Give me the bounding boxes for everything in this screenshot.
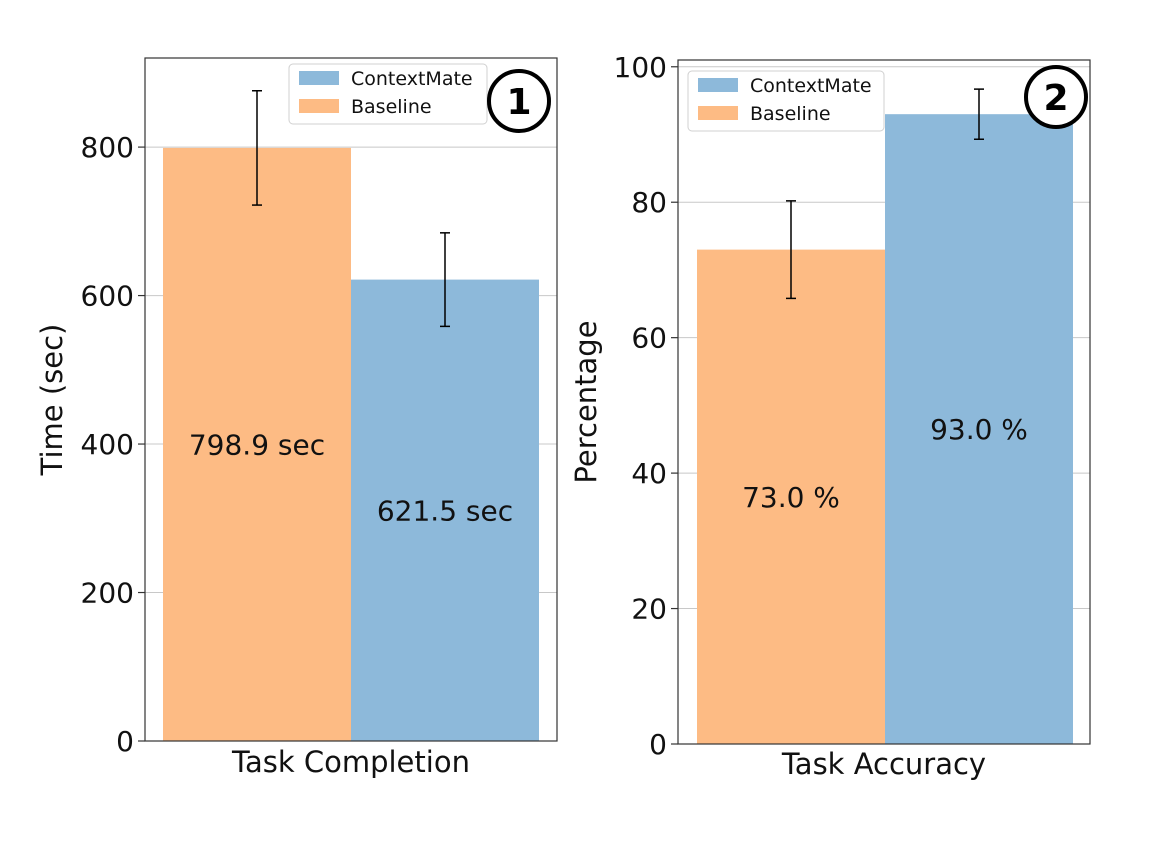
data-label: 93.0 % xyxy=(930,413,1028,446)
x-axis-label: Task Completion xyxy=(231,745,470,779)
panel-badge: 1 xyxy=(487,69,551,133)
data-label: 798.9 sec xyxy=(189,428,325,461)
y-tick-label: 100 xyxy=(614,51,667,84)
y-tick-label: 60 xyxy=(631,322,667,355)
y-tick-label: 800 xyxy=(81,131,134,164)
chart-panel-2: 73.0 % 93.0 % 0 20 40 60 80 100 Task Accuracy Per… xyxy=(569,51,1091,781)
bar-baseline xyxy=(697,249,885,744)
y-tick-label: 0 xyxy=(649,728,667,761)
y-tick-label: 0 xyxy=(116,725,134,758)
badge-number: 1 xyxy=(506,82,531,123)
data-label: 73.0 % xyxy=(742,481,840,514)
legend-label: ContextMate xyxy=(750,75,872,97)
legend-label: ContextMate xyxy=(351,68,473,90)
y-tick-label: 200 xyxy=(81,577,134,610)
y-axis-label: Time (sec) xyxy=(35,324,69,477)
plot-frame xyxy=(144,57,558,742)
badge-circle xyxy=(1024,65,1088,129)
y-axis-label: Percentage xyxy=(569,320,603,483)
legend: ContextMate Baseline xyxy=(687,70,885,132)
legend-swatch-contextmate xyxy=(299,71,339,85)
bar-baseline xyxy=(163,147,351,742)
y-tick-label: 20 xyxy=(631,593,667,626)
legend-swatch-baseline xyxy=(299,99,339,113)
badge-circle xyxy=(487,69,551,133)
y-tick-label: 400 xyxy=(81,428,134,461)
badge-number: 2 xyxy=(1043,78,1068,119)
x-axis-label: Task Accuracy xyxy=(781,747,986,781)
y-tick-label: 600 xyxy=(81,280,134,313)
panel-badge: 2 xyxy=(1024,65,1088,129)
chart-panel-1: 798.9 sec 621.5 sec 0 200 400 600 800 Task Comp… xyxy=(35,57,558,779)
data-label: 621.5 sec xyxy=(377,494,513,527)
y-tick-label: 40 xyxy=(631,457,667,490)
legend-swatch-baseline xyxy=(698,106,738,120)
legend-label: Baseline xyxy=(351,96,432,118)
legend-label: Baseline xyxy=(750,103,831,125)
legend: ContextMate Baseline xyxy=(288,63,488,125)
y-tick-label: 80 xyxy=(631,186,667,219)
legend-swatch-contextmate xyxy=(698,78,738,92)
bar-contextmate xyxy=(885,114,1073,744)
plot-frame xyxy=(677,59,1091,745)
bar-contextmate xyxy=(351,279,539,741)
